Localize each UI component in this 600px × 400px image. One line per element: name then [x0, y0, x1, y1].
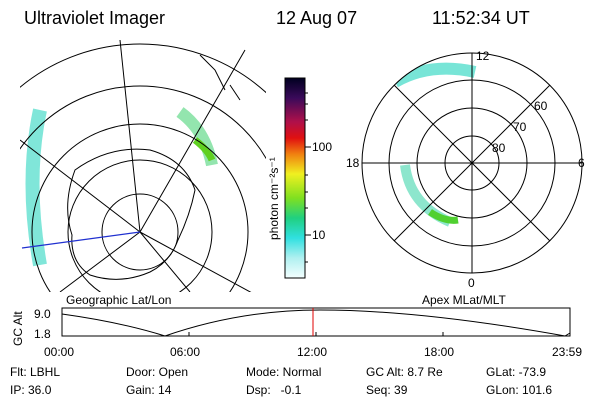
aurora	[400, 164, 453, 227]
lat-circle	[20, 85, 266, 160]
coastline	[67, 148, 196, 280]
colorbar-ticks	[305, 92, 311, 263]
colorbar	[284, 77, 306, 279]
strip-x-tick: 00:00	[44, 345, 74, 359]
strip-y-label: GC Alt	[11, 311, 25, 346]
strip-y-tick: 9.0	[34, 307, 51, 321]
info-field: IP: 36.0	[10, 383, 52, 397]
mlt-lines	[362, 53, 582, 273]
strip-x-tick: 12:00	[297, 345, 327, 359]
info-field: GC Alt: 8.7 Re	[366, 365, 443, 379]
strip-x-tick: 23:59	[552, 345, 582, 359]
strip-x-tick: 18:00	[424, 345, 454, 359]
strip-x-ticks	[61, 332, 571, 336]
info-field: Mode: Normal	[246, 365, 321, 379]
track	[21, 231, 141, 249]
info-field: Door: Open	[126, 365, 188, 379]
info-field: Gain: 14	[126, 383, 172, 397]
instrument: Ultraviolet Imager	[24, 8, 165, 28]
aurora	[428, 209, 459, 224]
colorbar-tick: 10	[312, 228, 326, 242]
mlat-label: 70	[513, 120, 527, 134]
strip-title: Apex MLat/MLT	[422, 293, 506, 307]
info-field: Dsp: -0.1	[246, 383, 302, 397]
lat-circle	[31, 123, 249, 292]
altitude-curve	[61, 309, 571, 337]
lon-lines	[20, 40, 252, 292]
colorbar-tick: 100	[312, 140, 332, 154]
lat-circle	[67, 159, 213, 292]
geo-map	[20, 40, 266, 292]
date: 12 Aug 07	[276, 8, 357, 28]
lat-circle	[101, 193, 179, 271]
mlt-label: 12	[476, 49, 490, 63]
strip-frame	[61, 307, 571, 337]
mlt-label: 18	[346, 156, 360, 170]
info-field: GLon: 101.6	[486, 383, 552, 397]
info-field: Flt: LBHL	[10, 365, 60, 379]
mlat-label: 80	[492, 141, 506, 155]
lat-circle	[20, 43, 266, 94]
info-field: GLat: -73.9	[486, 365, 546, 379]
mlat-label: 60	[534, 99, 548, 113]
info: Flt: LBHL Door: Open Mode: Normal GC Alt: 8…	[10, 365, 552, 397]
strip-title: Geographic Lat/Lon	[66, 293, 171, 307]
colorbar-label: photon cm⁻²s⁻¹	[267, 157, 281, 240]
info-field: Seq: 39	[366, 383, 408, 397]
time: 11:52:34 UT	[432, 8, 530, 28]
coastline	[199, 54, 241, 101]
mlt-label: 6	[578, 156, 585, 170]
aurora	[25, 108, 47, 267]
strip-x-tick: 06:00	[170, 345, 200, 359]
strip-y-tick: 1.8	[34, 327, 51, 341]
aurora	[192, 137, 216, 162]
polar-plot	[392, 62, 477, 227]
mlt-label: 0	[468, 276, 475, 290]
